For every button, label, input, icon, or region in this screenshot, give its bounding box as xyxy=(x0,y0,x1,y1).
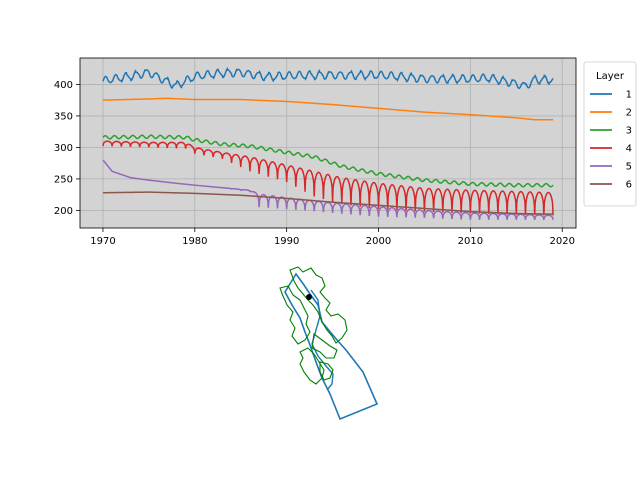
x-grid xyxy=(102,58,563,228)
series-line-3 xyxy=(102,134,554,188)
legend-label-1: 1 xyxy=(626,90,632,101)
x-axis: 1970 1980 1990 2000 2010 2020 xyxy=(90,228,575,247)
x-tick-label: 1970 xyxy=(90,236,115,247)
y-tick-label: 200 xyxy=(54,206,73,217)
plot-frame xyxy=(79,57,577,229)
line-chart: 1970 1980 1990 2000 2010 2020 200 250 300 350 400 xyxy=(54,57,577,247)
y-tick-label: 350 xyxy=(54,111,73,122)
x-tick-label: 1980 xyxy=(182,236,207,247)
legend-label-4: 4 xyxy=(626,144,632,155)
subregion-north xyxy=(289,266,348,344)
x-tick-label: 1990 xyxy=(274,236,299,247)
y-tick-label: 400 xyxy=(54,80,73,91)
legend-label-6: 6 xyxy=(626,180,632,191)
legend-label-3: 3 xyxy=(626,126,632,137)
series-line-2 xyxy=(102,97,554,121)
legend-label-5: 5 xyxy=(626,162,632,173)
y-tick-label: 250 xyxy=(54,174,73,185)
legend-frame xyxy=(583,61,637,207)
map xyxy=(279,266,379,421)
series-line-1 xyxy=(102,67,554,90)
series-line-6 xyxy=(102,191,554,215)
legend-label-2: 2 xyxy=(626,108,632,119)
y-axis: 200 250 300 350 400 xyxy=(54,80,80,217)
subregion-west xyxy=(279,285,311,345)
subregion-south xyxy=(299,347,325,385)
x-tick-label: 2000 xyxy=(366,236,391,247)
x-tick-label: 2020 xyxy=(549,236,574,247)
subregion-south-east xyxy=(319,361,334,381)
subregion-east xyxy=(311,333,338,359)
well-marker xyxy=(306,294,312,300)
x-tick-label: 2010 xyxy=(458,236,483,247)
legend-title: Layer xyxy=(596,71,625,82)
series-lines xyxy=(102,67,554,220)
legend: Layer 1 2 3 4 5 6 xyxy=(583,61,637,207)
y-tick-label: 300 xyxy=(54,143,73,154)
series-line-4 xyxy=(102,140,554,216)
